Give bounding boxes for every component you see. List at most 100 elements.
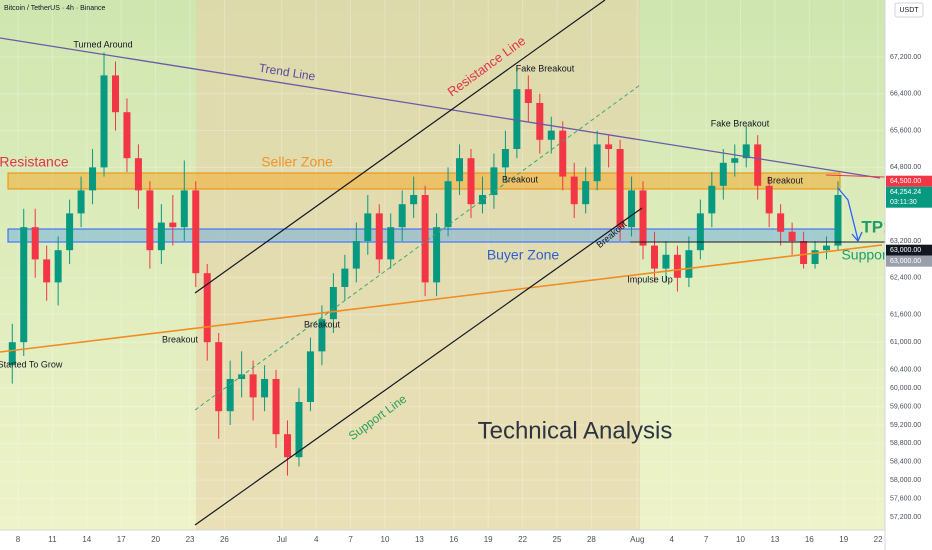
y-tick-label: 65,600.00 — [890, 127, 921, 134]
x-tick-label: 7 — [704, 535, 709, 544]
candle-body — [742, 144, 750, 159]
x-tick-label: 13 — [770, 535, 779, 544]
candle-body — [77, 190, 85, 214]
candle-body — [501, 148, 509, 168]
candle-body — [673, 254, 681, 278]
candle-body — [524, 89, 532, 103]
candle-body — [616, 148, 624, 228]
y-tick-label: 63,200.00 — [890, 238, 921, 245]
grid — [223, 0, 638, 530]
price-label: 64,500.00 — [890, 178, 921, 185]
candle-body — [754, 144, 762, 186]
currency-box — [894, 2, 924, 18]
candle-body — [433, 227, 441, 283]
candle-body — [696, 213, 704, 251]
y-tick-label: 57,200.00 — [890, 514, 921, 521]
x-tick-label: 16 — [805, 535, 814, 544]
candle-body — [123, 112, 131, 159]
candle-body — [731, 158, 739, 163]
candle-body — [238, 374, 246, 379]
x-tick-label: 26 — [220, 535, 229, 544]
x-tick-label: 16 — [449, 535, 458, 544]
candle-body — [20, 227, 28, 343]
candle-body — [295, 401, 303, 458]
x-tick-label: Jul — [277, 535, 287, 544]
candle-body — [547, 130, 555, 140]
x-tick-label: 7 — [348, 535, 353, 544]
annotation: Buyer Zone — [487, 247, 560, 263]
channel-mid — [194, 84, 641, 411]
candles — [8, 52, 842, 476]
annotation: Breakout — [767, 175, 804, 185]
x-tick-label: 14 — [82, 535, 91, 544]
candle-body — [134, 158, 142, 191]
candle-body — [272, 378, 280, 435]
price-label-bg — [886, 244, 932, 256]
x-tick-label: 19 — [484, 535, 493, 544]
projection-arrow — [837, 187, 863, 243]
candle-body — [421, 194, 429, 283]
candle-body — [708, 185, 716, 214]
candle-body — [513, 89, 521, 149]
y-tick-label: 61,000.00 — [890, 339, 921, 346]
symbol-header: Bitcoin / TetherUS · 4h · Binance — [4, 5, 106, 12]
y-tick-label: 60,400.00 — [890, 367, 921, 374]
candle-body — [249, 374, 257, 398]
y-tick-label: 60,000.00 — [890, 385, 921, 392]
candle-body — [593, 144, 601, 182]
axes: 67,200.00 66,400.00 65,600.00 64,800.00 63,2… — [16, 54, 932, 544]
countdown: 03:11:30 — [890, 199, 917, 206]
x-tick-label: 28 — [587, 535, 596, 544]
candle-body — [639, 190, 647, 246]
y-tick-label: 62,400.00 — [890, 275, 921, 282]
y-tick-label: 58,000.00 — [890, 477, 921, 484]
x-tick-label: 4 — [314, 535, 319, 544]
candle-body — [777, 213, 785, 232]
candle-body — [410, 194, 418, 205]
candle-body — [364, 213, 372, 241]
candle-body — [375, 213, 383, 260]
candle-body — [89, 167, 97, 191]
price-line — [825, 174, 886, 178]
candle-body — [43, 259, 51, 283]
candle-body — [111, 75, 119, 113]
support-line — [0, 244, 883, 353]
x-tick-label: 17 — [117, 535, 126, 544]
candle-body — [650, 245, 658, 269]
candle-body — [685, 250, 693, 278]
candle-body — [719, 162, 727, 186]
annotation: Impulse Up — [627, 274, 673, 284]
y-tick-label: 66,400.00 — [890, 91, 921, 98]
candle-body — [318, 319, 326, 352]
candle-body — [788, 231, 796, 241]
x-tick-label: 13 — [415, 535, 424, 544]
y-tick-label: 64,800.00 — [890, 164, 921, 171]
candle-body — [662, 254, 670, 269]
annotation: Resistance — [0, 154, 69, 170]
x-tick-label: 22 — [518, 535, 527, 544]
candle-body — [478, 194, 486, 205]
candle-body — [570, 176, 578, 205]
price-label-bg — [886, 186, 932, 208]
shaded-range — [196, 0, 640, 530]
candle-body — [341, 268, 349, 287]
currency: USDT — [899, 7, 919, 14]
candle-body — [387, 227, 395, 260]
candle-body — [203, 273, 211, 343]
candle-body — [536, 102, 544, 140]
y-tick-label: 59,600.00 — [890, 403, 921, 410]
x-tick-label: 8 — [16, 535, 21, 544]
trend-line — [0, 37, 881, 179]
candle-body — [456, 158, 464, 182]
x-tick-label: Aug — [630, 535, 644, 544]
candle-body — [582, 181, 590, 205]
candle-body — [628, 190, 636, 228]
x-tick-label: 11 — [48, 535, 57, 544]
candle-body — [800, 240, 808, 264]
y-tick-label: 58,400.00 — [890, 459, 921, 466]
x-tick-label: 20 — [151, 535, 160, 544]
annotation: Started To Grow — [0, 359, 63, 369]
annotation: Technical Analysis — [478, 417, 673, 444]
candle-body — [8, 342, 16, 366]
